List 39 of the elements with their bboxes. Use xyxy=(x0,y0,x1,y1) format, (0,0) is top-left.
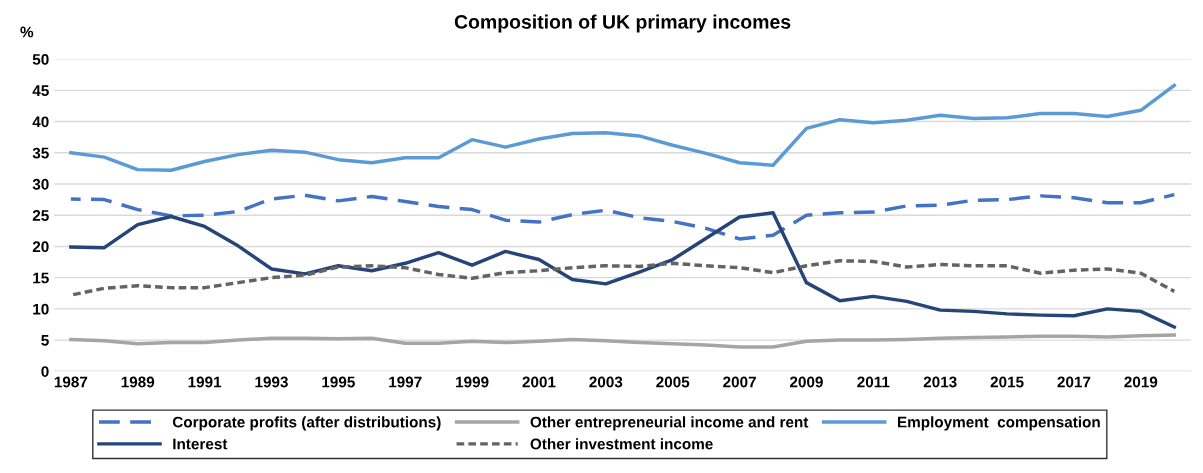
y-tick-label: 10 xyxy=(33,303,49,315)
y-tick-label: 5 xyxy=(41,335,49,346)
x-tick-label: 2019 xyxy=(1124,376,1158,388)
y-tick-label: 0 xyxy=(41,366,49,377)
y-tick-label: 35 xyxy=(32,147,49,159)
x-tick-label: 2003 xyxy=(589,376,623,388)
y-tick-label: 25 xyxy=(32,210,49,221)
x-tick-label: 2007 xyxy=(723,376,756,388)
line-series xyxy=(69,333,1176,349)
y-tick-label: 45 xyxy=(32,85,49,97)
x-tick-label: 1999 xyxy=(456,376,489,388)
y-tick-label: 40 xyxy=(32,116,49,128)
y-tick-label: 50 xyxy=(32,53,49,65)
line-series xyxy=(69,210,1176,329)
y-axis-title: % xyxy=(20,26,34,38)
x-tick-label: 2013 xyxy=(923,376,957,388)
x-tick-label: 2009 xyxy=(789,376,823,388)
y-tick-label: 30 xyxy=(32,178,49,190)
line-series xyxy=(69,192,1176,241)
legend-label: Other investment income xyxy=(530,438,713,450)
x-tick-label: 1989 xyxy=(121,376,155,388)
x-tick-label: 1991 xyxy=(188,376,222,388)
x-tick-label: 1987 xyxy=(54,376,88,388)
x-tick-label: 2011 xyxy=(857,376,890,388)
x-tick-label: 1995 xyxy=(322,376,355,388)
y-tick-label: 15 xyxy=(33,272,49,284)
legend-label: Interest xyxy=(173,438,228,450)
line-series xyxy=(69,83,1176,172)
x-tick-label: 2017 xyxy=(1057,376,1091,388)
x-tick-label: 1997 xyxy=(389,376,422,388)
x-tick-label: 2015 xyxy=(990,376,1024,388)
x-tick-label: 2001 xyxy=(522,376,556,388)
x-tick-label: 2005 xyxy=(656,376,690,388)
chart-title: Composition of UK primary incomes xyxy=(454,14,791,33)
x-tick-label: 1993 xyxy=(255,376,288,388)
y-tick-label: 20 xyxy=(32,241,49,253)
legend-label: Other entrepreneurial income and rent xyxy=(530,416,809,431)
legend-label: Corporate profits (after distributions) xyxy=(172,416,441,431)
legend-label: Employment compensation xyxy=(898,416,1100,431)
